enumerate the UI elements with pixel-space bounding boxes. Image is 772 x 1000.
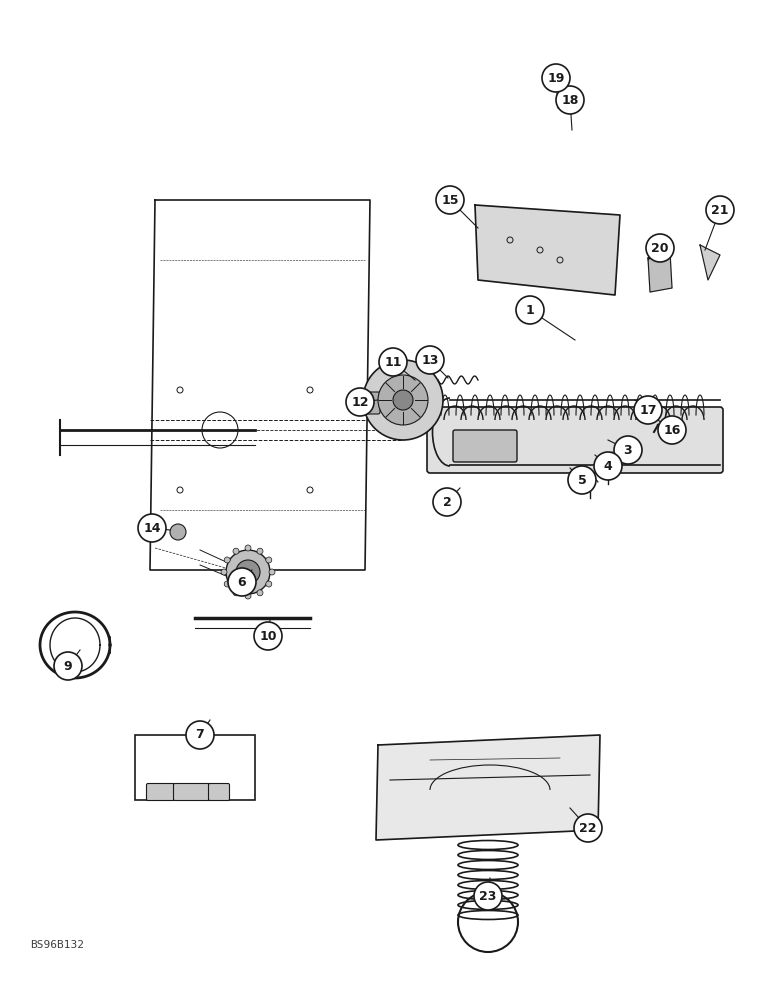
Circle shape bbox=[574, 814, 602, 842]
Circle shape bbox=[379, 348, 407, 376]
Text: 17: 17 bbox=[639, 403, 657, 416]
Text: 13: 13 bbox=[422, 354, 438, 366]
Text: 11: 11 bbox=[384, 356, 401, 368]
Text: 20: 20 bbox=[652, 241, 669, 254]
Circle shape bbox=[257, 590, 263, 596]
Text: 21: 21 bbox=[711, 204, 729, 217]
Text: BS96B132: BS96B132 bbox=[30, 940, 84, 950]
Circle shape bbox=[221, 569, 227, 575]
Circle shape bbox=[706, 196, 734, 224]
Text: 16: 16 bbox=[663, 424, 681, 436]
Text: 3: 3 bbox=[624, 444, 632, 456]
Circle shape bbox=[226, 550, 270, 594]
Circle shape bbox=[346, 388, 374, 416]
Text: 19: 19 bbox=[547, 72, 564, 85]
Circle shape bbox=[416, 346, 444, 374]
Circle shape bbox=[245, 593, 251, 599]
Circle shape bbox=[634, 396, 662, 424]
Circle shape bbox=[556, 86, 584, 114]
Text: 1: 1 bbox=[526, 304, 534, 316]
FancyBboxPatch shape bbox=[427, 407, 723, 473]
Circle shape bbox=[254, 622, 282, 650]
Circle shape bbox=[245, 545, 251, 551]
Text: 14: 14 bbox=[144, 522, 161, 534]
Circle shape bbox=[266, 581, 272, 587]
Text: 2: 2 bbox=[442, 495, 452, 508]
Circle shape bbox=[393, 390, 413, 410]
Circle shape bbox=[474, 882, 502, 910]
Polygon shape bbox=[376, 735, 600, 840]
Text: 22: 22 bbox=[579, 822, 597, 834]
Text: 4: 4 bbox=[604, 460, 612, 473]
Text: 12: 12 bbox=[351, 395, 369, 408]
FancyBboxPatch shape bbox=[174, 784, 212, 800]
Circle shape bbox=[269, 569, 275, 575]
Circle shape bbox=[614, 436, 642, 464]
FancyBboxPatch shape bbox=[147, 784, 174, 800]
Polygon shape bbox=[700, 245, 720, 280]
Circle shape bbox=[436, 186, 464, 214]
FancyBboxPatch shape bbox=[453, 430, 517, 462]
Text: 5: 5 bbox=[577, 474, 587, 487]
Circle shape bbox=[236, 560, 260, 584]
Circle shape bbox=[228, 568, 256, 596]
Circle shape bbox=[257, 548, 263, 554]
Polygon shape bbox=[648, 252, 672, 292]
Text: 6: 6 bbox=[238, 576, 246, 588]
Text: 10: 10 bbox=[259, 630, 276, 643]
Circle shape bbox=[378, 375, 428, 425]
Circle shape bbox=[186, 721, 214, 749]
Circle shape bbox=[568, 466, 596, 494]
Circle shape bbox=[658, 416, 686, 444]
Polygon shape bbox=[475, 205, 620, 295]
Circle shape bbox=[433, 488, 461, 516]
Circle shape bbox=[233, 590, 239, 596]
Bar bbox=[135, 735, 255, 800]
Circle shape bbox=[594, 452, 622, 480]
Circle shape bbox=[224, 581, 230, 587]
Circle shape bbox=[233, 548, 239, 554]
FancyBboxPatch shape bbox=[360, 392, 380, 414]
Text: 7: 7 bbox=[195, 728, 205, 742]
Circle shape bbox=[516, 296, 544, 324]
Circle shape bbox=[138, 514, 166, 542]
Circle shape bbox=[224, 557, 230, 563]
Circle shape bbox=[542, 64, 570, 92]
Circle shape bbox=[54, 652, 82, 680]
Text: 15: 15 bbox=[442, 194, 459, 207]
Circle shape bbox=[646, 234, 674, 262]
Text: 23: 23 bbox=[479, 890, 496, 902]
Circle shape bbox=[363, 360, 443, 440]
Text: 9: 9 bbox=[63, 660, 73, 672]
Circle shape bbox=[266, 557, 272, 563]
Circle shape bbox=[170, 524, 186, 540]
FancyBboxPatch shape bbox=[208, 784, 229, 800]
Text: 18: 18 bbox=[561, 94, 579, 106]
